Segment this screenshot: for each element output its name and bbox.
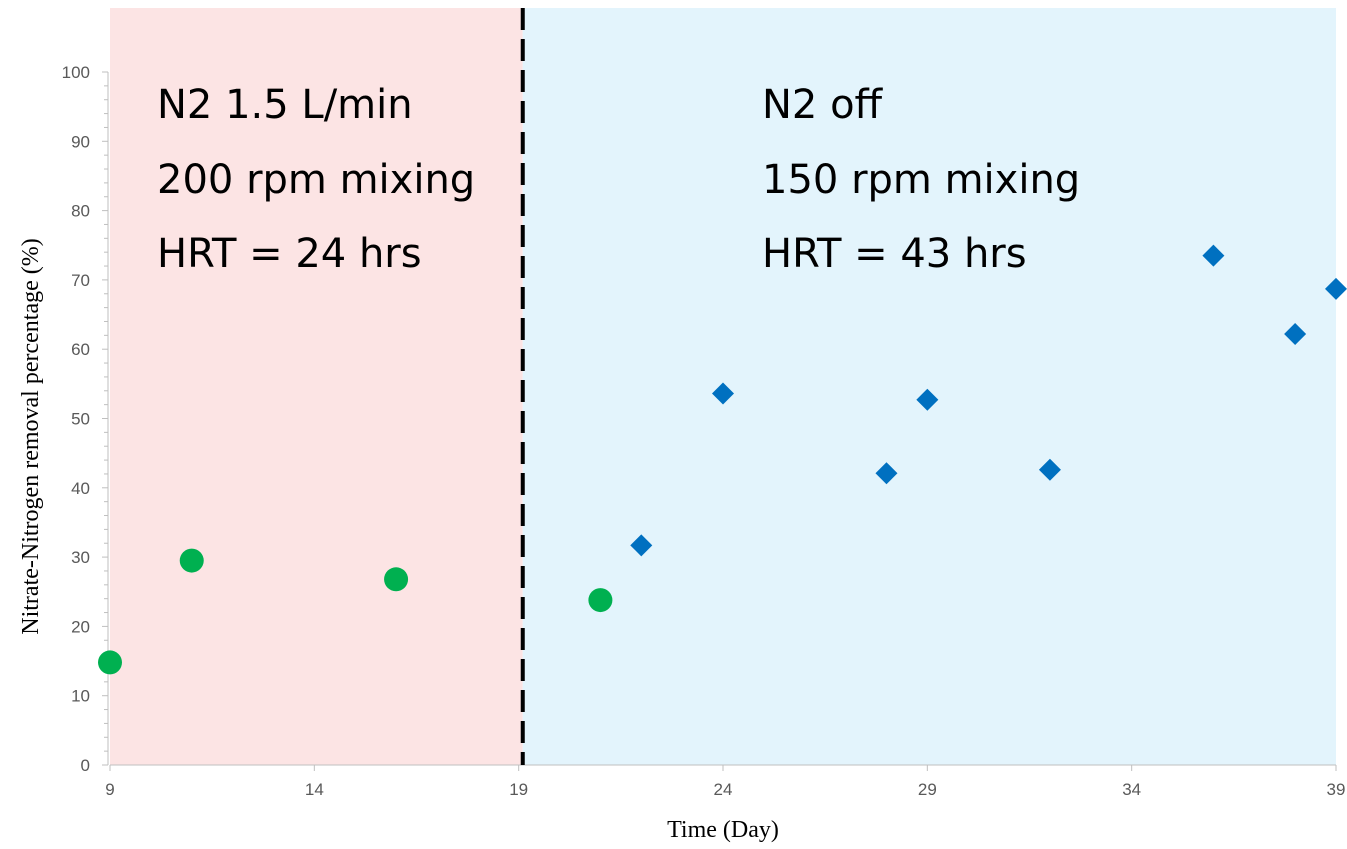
region-2-annotation-line: N2 off: [762, 82, 884, 128]
y-tick-label: 0: [81, 756, 90, 775]
region-bg-1: [110, 8, 523, 765]
data-point-circle: [179, 548, 204, 573]
y-tick-label: 10: [71, 687, 90, 706]
y-tick-label: 70: [71, 271, 90, 290]
region-1-annotation-line: HRT = 24 hrs: [157, 231, 422, 277]
x-tick-label: 39: [1327, 780, 1346, 799]
y-tick-label: 20: [71, 617, 90, 636]
y-tick-label: 80: [71, 202, 90, 221]
x-tick-label: 19: [509, 780, 528, 799]
region-2-annotation-line: 150 rpm mixing: [762, 157, 1080, 203]
data-point-diamond: [1284, 322, 1307, 345]
y-tick-label: 40: [71, 479, 90, 498]
region-1-annotation-line: 200 rpm mixing: [157, 157, 475, 203]
data-point-diamond: [630, 534, 653, 557]
y-tick-label: 60: [71, 340, 90, 359]
data-point-diamond: [1202, 244, 1225, 267]
x-tick-label: 14: [305, 780, 324, 799]
region-bg-2: [522, 8, 1336, 765]
data-point-diamond: [1038, 458, 1061, 481]
region-2-annotation-line: HRT = 43 hrs: [762, 231, 1027, 277]
y-tick-label: 50: [71, 410, 90, 429]
y-axis-title: Nitrate-Nitrogen removal percentage (%): [18, 238, 44, 634]
y-tick-label: 30: [71, 548, 90, 567]
axes: 0 10 20 30 40 50 60 70 80 90 100 9 14 19 24 29 34 39: [62, 63, 1346, 799]
x-tick-label: 34: [1122, 780, 1141, 799]
data-point-circle: [588, 588, 613, 613]
x-tick-label: 9: [105, 780, 114, 799]
data-point-diamond: [1325, 277, 1347, 300]
y-tick-label: 100: [62, 63, 90, 82]
x-tick-label: 24: [714, 780, 733, 799]
y-tick-label: 90: [71, 132, 90, 151]
data-point-circle: [98, 650, 122, 675]
data-point-diamond: [916, 388, 939, 411]
data-point-diamond: [712, 382, 734, 405]
x-axis-title: Time (Day): [667, 817, 779, 843]
x-tick-label: 29: [918, 780, 937, 799]
data-points: [98, 244, 1347, 675]
region-1-annotation-line: N2 1.5 L/min: [157, 82, 413, 128]
data-point-diamond: [875, 462, 898, 485]
data-point-circle: [384, 567, 409, 592]
region-annotations: N2 1.5 L/min 200 rpm mixing HRT = 24 hrs N2…: [157, 82, 1080, 277]
region-backgrounds: [110, 8, 1336, 765]
